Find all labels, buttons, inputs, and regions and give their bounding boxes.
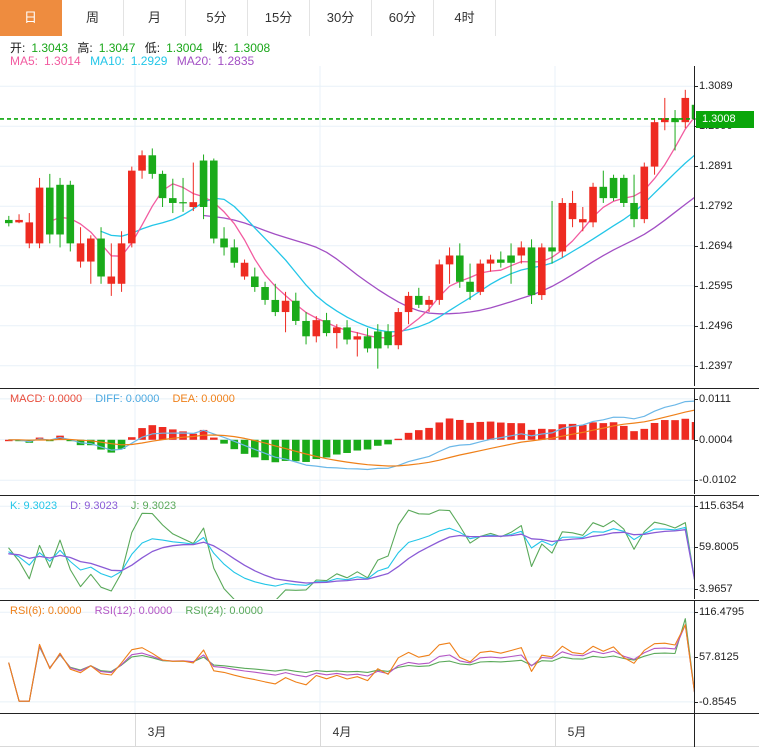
diff-value-label: DIFF: 0.0000 [95,393,160,405]
axis-tick: 115.6354 [694,500,745,513]
macd-value-label: MACD: 0.0000 [10,393,83,405]
macd-legend: MACD: 0.0000 DIFF: 0.0000 DEA: 0.0000 [10,393,245,405]
ohlc-line: 开: 1.3043 高: 1.3047 低: 1.3004 收: 1.3008 [10,39,276,56]
low-value: 1.3004 [166,41,203,55]
axis-tick: 116.4795 [694,606,745,619]
price-tick: 1.3089 [695,80,733,93]
low-label: 低: [144,41,161,55]
tab-6[interactable]: 60分 [372,0,434,36]
close-label: 收: [212,41,228,55]
macd-plot[interactable] [0,389,694,494]
time-axis-separator [555,714,556,747]
ma20-value: 1.2835 [217,54,255,68]
axis-tick: 59.8005 [695,541,739,554]
time-axis: 3月 4月 5月 [0,713,759,747]
tab-5[interactable]: 30分 [310,0,372,36]
axis-tick: 57.8125 [695,651,739,664]
kdj-axis: 115.6354 59.8005 3.9657 [694,496,759,599]
price-tick: 1.2792 [695,200,733,213]
current-price-badge: 1.3008 [695,110,754,128]
close-value: 1.3008 [233,41,271,55]
price-tick: 1.2891 [695,160,733,173]
rsi6-value-label: RSI(6): 0.0000 [10,605,82,617]
quote-info: 开: 1.3043 高: 1.3047 低: 1.3004 收: 1.3008 MA5:… [0,36,759,68]
time-axis-label: 5月 [567,725,587,739]
j-value-label: J: 9.3023 [130,500,177,512]
rsi-panel: RSI(6): 0.0000 RSI(12): 0.0000 RSI(24): … [0,600,759,713]
axis-tick: -0.0102 [694,474,737,487]
ma-line: MA5: 1.3014 MA10: 1.2929 MA20: 1.2835 [10,54,260,68]
axis-tick: 0.0004 [695,433,733,446]
macd-axis: 0.0111 0.0004 -0.0102 [694,389,759,494]
rsi-plot[interactable] [0,601,694,713]
price-axis: 1.30891.29901.28911.27921.26941.25951.24… [694,66,759,386]
time-axis-separator [135,714,136,747]
tab-2[interactable]: 月 [124,0,186,36]
axis-tick: 3.9657 [695,582,733,595]
open-label: 开: [10,41,26,55]
tab-4[interactable]: 15分 [248,0,310,36]
axis-tick: -0.8545 [694,695,737,708]
d-value-label: D: 9.3023 [70,500,118,512]
ma20-label: MA20: [176,54,212,68]
time-axis-end-separator [694,714,695,747]
tab-active-0[interactable]: 日 [0,0,62,36]
kdj-plot[interactable] [0,496,694,599]
time-axis-label: 3月 [147,725,167,739]
high-value: 1.3047 [98,41,136,55]
tabbar-filler [496,0,759,36]
tab-7[interactable]: 4时 [434,0,496,36]
price-tick: 1.2595 [695,279,733,292]
rsi12-value-label: RSI(12): 0.0000 [94,605,173,617]
open-value: 1.3043 [31,41,69,55]
dea-value-label: DEA: 0.0000 [172,393,235,405]
time-axis-separator [320,714,321,747]
timeframe-tabbar: 日周月 5分 15分 30分 60分 4时 [0,0,759,36]
ma5-value: 1.3014 [44,54,81,68]
ma10-value: 1.2929 [130,54,168,68]
time-axis-label: 4月 [332,725,352,739]
price-tick: 1.2694 [695,239,733,252]
rsi-axis: 116.4795 57.8125 -0.8545 [694,601,759,713]
k-value-label: K: 9.3023 [10,500,58,512]
ma5-label: MA5: [10,54,39,68]
tab-3[interactable]: 5分 [186,0,248,36]
price-tick: 1.2496 [695,319,733,332]
tab-1[interactable]: 周 [62,0,124,36]
high-label: 高: [77,41,93,55]
rsi-legend: RSI(6): 0.0000 RSI(12): 0.0000 RSI(24): … [10,605,273,617]
ma10-label: MA10: [90,54,125,68]
rsi24-value-label: RSI(24): 0.0000 [185,605,263,617]
kdj-legend: K: 9.3023 D: 9.3023 J: 9.3023 [10,500,186,512]
macd-panel: MACD: 0.0000 DIFF: 0.0000 DEA: 0.0000 0.… [0,388,759,494]
kdj-panel: K: 9.3023 D: 9.3023 J: 9.3023 115.6354 59… [0,495,759,599]
axis-tick: 0.0111 [694,392,732,405]
price-panel: 1.30891.29901.28911.27921.26941.25951.24… [0,66,759,386]
price-plot[interactable] [0,66,694,386]
price-tick: 1.2397 [695,359,733,372]
